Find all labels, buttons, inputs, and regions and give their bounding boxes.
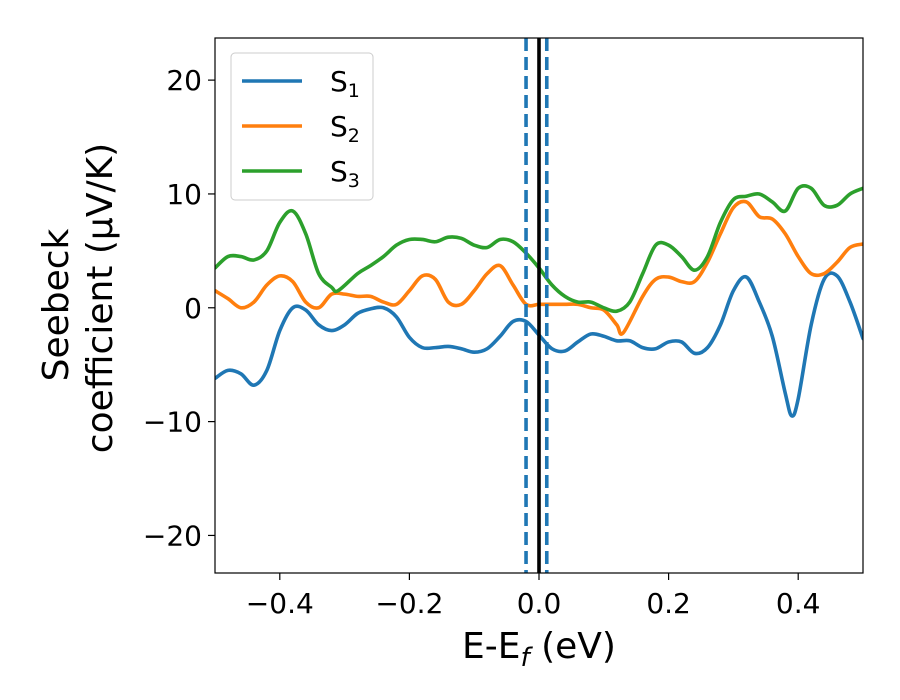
x-axis-label: E-Ef (eV) bbox=[462, 626, 616, 673]
legend-label-main: S bbox=[330, 65, 348, 98]
x-tick-label: 0.2 bbox=[646, 587, 691, 620]
y-tick-label: 10 bbox=[166, 178, 202, 211]
legend-label-subscript: 1 bbox=[348, 80, 360, 102]
x-tick-label: −0.2 bbox=[375, 587, 443, 620]
y-tick-label: −20 bbox=[143, 519, 202, 552]
y-tick-label: −10 bbox=[143, 406, 202, 439]
y-tick-label: 0 bbox=[184, 292, 202, 325]
legend-label-subscript: 2 bbox=[348, 125, 360, 147]
x-axis-label-unit: (eV) bbox=[530, 626, 616, 667]
y-tick-label: 20 bbox=[166, 64, 202, 97]
legend-label-s1: S1 bbox=[330, 65, 360, 102]
y-axis-ticks: −20 −10 0 10 20 bbox=[143, 64, 215, 552]
legend-label-s2: S2 bbox=[330, 110, 360, 147]
legend-label-s3: S3 bbox=[330, 155, 360, 192]
y-axis-label-line1: Seebeck bbox=[36, 228, 77, 381]
legend-label-main: S bbox=[330, 110, 348, 143]
x-tick-label: 0.4 bbox=[776, 587, 821, 620]
x-axis-label-main: E-E bbox=[462, 626, 520, 667]
legend-label-subscript: 3 bbox=[348, 170, 360, 192]
y-axis-label-line2: coefficient (μV/K) bbox=[80, 143, 121, 453]
reference-lines bbox=[524, 38, 549, 573]
legend-label-main: S bbox=[330, 155, 348, 188]
x-tick-label: −0.4 bbox=[246, 587, 314, 620]
x-axis-ticks: −0.4 −0.2 0.0 0.2 0.4 bbox=[246, 573, 821, 620]
x-tick-label: 0.0 bbox=[517, 587, 562, 620]
